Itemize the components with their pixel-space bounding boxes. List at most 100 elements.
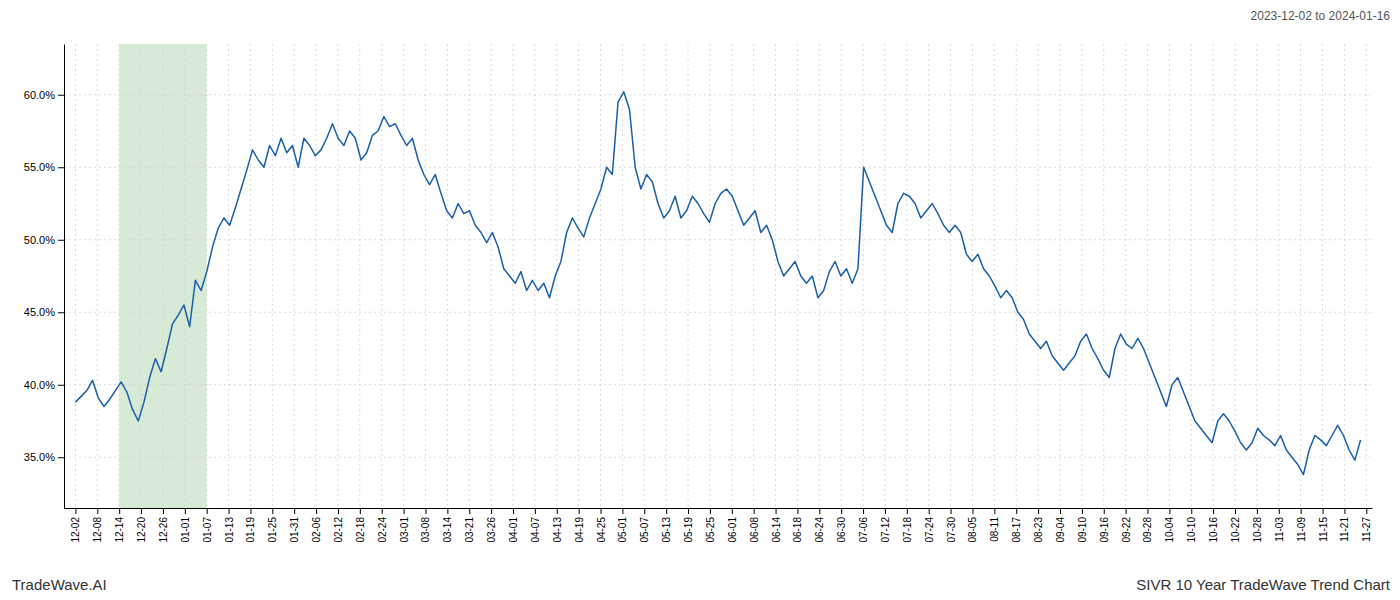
x-tick-label: 06-30 <box>836 517 847 543</box>
grid-line-y <box>64 384 1372 385</box>
grid-line-x <box>600 44 601 508</box>
x-tick-label: 07-24 <box>924 517 935 543</box>
x-tick-mark <box>1147 508 1148 514</box>
grid-line-x <box>556 44 557 508</box>
x-tick-label: 04-07 <box>530 517 541 543</box>
grid-line-x <box>1103 44 1104 508</box>
series-line <box>75 92 1360 475</box>
grid-line-x <box>141 44 142 508</box>
x-tick-mark <box>841 508 842 514</box>
grid-line-x <box>184 44 185 508</box>
x-tick: 01-13 <box>224 508 235 543</box>
x-tick-label: 05-19 <box>683 517 694 543</box>
grid-line-x <box>359 44 360 508</box>
grid-line-x <box>447 44 448 508</box>
x-tick-mark <box>294 508 295 514</box>
x-tick: 07-18 <box>902 508 913 543</box>
grid-line-x <box>950 44 951 508</box>
x-tick-label: 08-17 <box>1011 517 1022 543</box>
x-tick: 09-16 <box>1099 508 1110 543</box>
x-tick-label: 04-01 <box>508 517 519 543</box>
x-tick-label: 02-24 <box>377 517 388 543</box>
y-tick-mark <box>58 240 64 241</box>
y-tick: 35.0% <box>24 451 64 463</box>
x-tick-mark <box>1279 508 1280 514</box>
x-tick-mark <box>666 508 667 514</box>
x-tick: 01-01 <box>180 508 191 543</box>
x-tick-label: 01-25 <box>267 517 278 543</box>
x-tick-label: 12-20 <box>136 517 147 543</box>
x-tick-mark <box>535 508 536 514</box>
x-tick: 06-14 <box>771 508 782 543</box>
y-tick-label: 55.0% <box>24 161 55 173</box>
x-tick: 02-18 <box>355 508 366 543</box>
x-tick-mark <box>97 508 98 514</box>
x-tick: 03-01 <box>399 508 410 543</box>
x-tick-label: 01-31 <box>289 517 300 543</box>
x-tick-label: 09-10 <box>1077 517 1088 543</box>
x-tick-label: 05-13 <box>661 517 672 543</box>
y-tick: 50.0% <box>24 234 64 246</box>
y-tick-mark <box>58 385 64 386</box>
y-tick-label: 60.0% <box>24 89 55 101</box>
x-tick: 12-14 <box>114 508 125 543</box>
grid-line-x <box>1191 44 1192 508</box>
grid-line-x <box>972 44 973 508</box>
x-tick-label: 01-01 <box>180 517 191 543</box>
x-tick: 03-14 <box>442 508 453 543</box>
x-tick: 01-07 <box>202 508 213 543</box>
x-tick: 10-16 <box>1208 508 1219 543</box>
x-tick: 08-05 <box>967 508 978 543</box>
grid-line-x <box>1038 44 1039 508</box>
x-tick-mark <box>819 508 820 514</box>
grid-line-x <box>1300 44 1301 508</box>
x-tick-mark <box>885 508 886 514</box>
x-tick-mark <box>75 508 76 514</box>
grid-line-x <box>513 44 514 508</box>
x-tick-label: 03-14 <box>442 517 453 543</box>
x-tick: 06-24 <box>814 508 825 543</box>
x-tick-mark <box>1038 508 1039 514</box>
y-axis: 35.0%40.0%45.0%50.0%55.0%60.0% <box>24 45 65 509</box>
grid-line-x <box>731 44 732 508</box>
x-tick-label: 04-19 <box>574 517 585 543</box>
x-tick: 03-26 <box>486 508 497 543</box>
grid-line-y <box>64 94 1372 95</box>
grid-line-x <box>1256 44 1257 508</box>
x-tick-mark <box>447 508 448 514</box>
x-tick-mark <box>797 508 798 514</box>
x-tick-label: 02-06 <box>311 517 322 543</box>
x-tick-label: 09-04 <box>1055 517 1066 543</box>
x-tick-label: 06-01 <box>727 517 738 543</box>
x-tick-label: 08-23 <box>1033 517 1044 543</box>
grid-line-x <box>884 44 885 508</box>
x-tick: 07-06 <box>858 508 869 543</box>
x-tick-mark <box>272 508 273 514</box>
grid-line-x <box>1059 44 1060 508</box>
x-tick-label: 05-01 <box>617 517 628 543</box>
x-tick-label: 09-28 <box>1142 517 1153 543</box>
x-tick: 08-23 <box>1033 508 1044 543</box>
grid-line-x <box>709 44 710 508</box>
x-tick-mark <box>601 508 602 514</box>
x-tick-mark <box>688 508 689 514</box>
grid-line-x <box>622 44 623 508</box>
x-tick-mark <box>513 508 514 514</box>
x-tick-mark <box>1104 508 1105 514</box>
x-tick-label: 08-11 <box>989 517 1000 542</box>
x-tick: 12-20 <box>136 508 147 543</box>
x-tick-mark <box>1323 508 1324 514</box>
x-tick: 11-21 <box>1339 508 1350 542</box>
x-tick-label: 12-02 <box>70 517 81 543</box>
x-tick: 12-26 <box>158 508 169 543</box>
y-tick: 40.0% <box>24 379 64 391</box>
grid-line-x <box>425 44 426 508</box>
y-tick-label: 50.0% <box>24 234 55 246</box>
x-tick-label: 08-05 <box>967 517 978 543</box>
x-tick: 04-25 <box>596 508 607 543</box>
x-tick-mark <box>754 508 755 514</box>
x-tick-label: 10-10 <box>1186 517 1197 543</box>
x-tick-label: 11-09 <box>1296 517 1307 542</box>
y-axis-line <box>64 45 65 509</box>
grid-line-x <box>1169 44 1170 508</box>
